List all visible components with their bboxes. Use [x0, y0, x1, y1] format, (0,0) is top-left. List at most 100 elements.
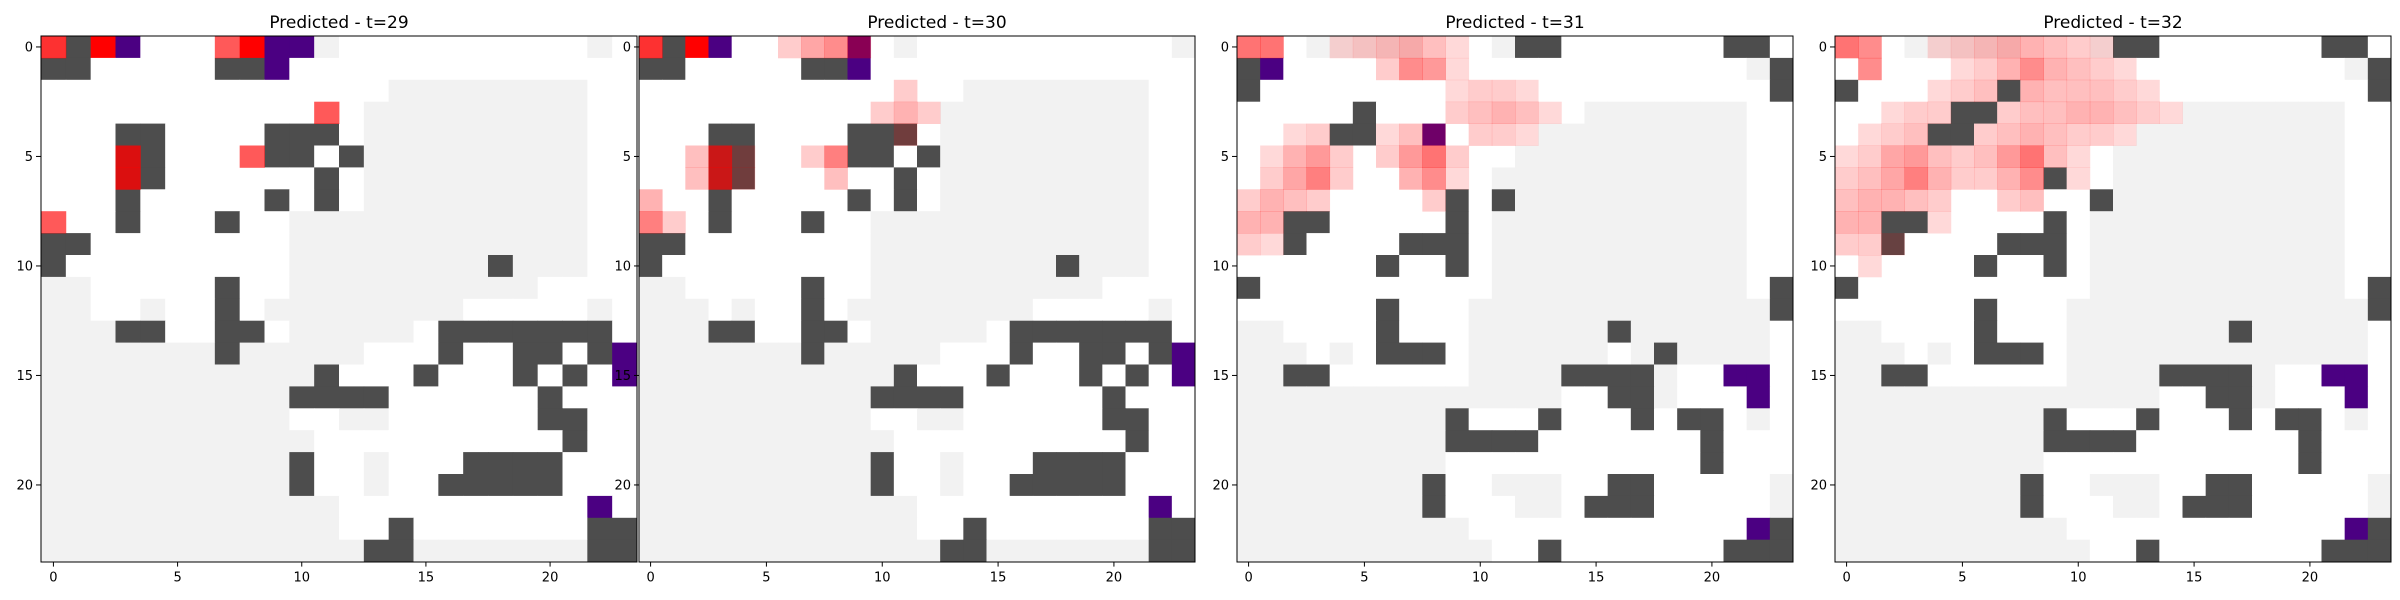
grid-cell — [1468, 167, 1493, 190]
grid-cell — [1125, 167, 1150, 190]
grid-cell — [708, 276, 733, 300]
grid-cell — [1677, 408, 1701, 431]
grid-cell — [685, 167, 709, 190]
grid-cell — [2252, 517, 2276, 541]
grid-cell — [90, 233, 116, 256]
grid-cell — [847, 452, 872, 475]
grid-cell — [190, 495, 216, 519]
grid-cell — [2205, 342, 2230, 365]
grid-cell — [90, 57, 116, 81]
grid-cell — [1468, 474, 1493, 497]
grid-cell — [537, 145, 563, 168]
grid-cell — [239, 364, 265, 387]
grid-cell — [2089, 211, 2114, 234]
grid-cell — [1974, 320, 1998, 343]
grid-cell — [239, 517, 265, 541]
grid-cell — [1237, 364, 1261, 387]
grid-cell — [824, 408, 848, 431]
grid-cell — [1769, 408, 1794, 431]
grid-cell — [685, 79, 709, 103]
plot-frame — [638, 35, 1196, 563]
grid-cell — [1102, 298, 1126, 322]
grid-cell — [1904, 57, 1929, 81]
prediction-cell — [847, 36, 872, 59]
prediction-cell — [214, 36, 241, 59]
grid-cell — [801, 298, 825, 322]
grid-cell — [1997, 474, 2021, 497]
grid-cell — [339, 430, 365, 453]
grid-cell — [1654, 255, 1678, 278]
grid-cell — [1927, 36, 1952, 59]
prediction-cell — [2066, 167, 2091, 190]
grid-cell — [165, 145, 191, 168]
grid-cell — [339, 474, 365, 497]
grid-cell — [917, 474, 941, 497]
grid-cell — [1835, 276, 1859, 300]
grid-cell — [2066, 430, 2091, 453]
grid-cell — [2252, 452, 2276, 475]
grid-cell — [1283, 123, 1307, 146]
grid-cell — [190, 408, 216, 431]
grid-cell — [2205, 320, 2230, 343]
grid-cell — [2136, 255, 2160, 278]
grid-cell — [1079, 167, 1103, 190]
grid-cell — [870, 189, 895, 212]
grid-cell — [90, 276, 116, 300]
grid-cell — [2136, 189, 2160, 212]
grid-cell — [140, 430, 166, 453]
grid-cell — [1746, 539, 1771, 562]
grid-cell — [2367, 495, 2392, 519]
grid-cell — [778, 36, 802, 59]
grid-cell — [1881, 123, 1905, 146]
heatmap-cells — [639, 36, 1196, 562]
grid-cell — [2344, 408, 2369, 431]
prediction-cell — [1237, 233, 1261, 256]
grid-cell — [2043, 298, 2068, 322]
grid-cell — [1515, 430, 1539, 453]
grid-cell — [1148, 167, 1173, 190]
grid-cell — [662, 320, 686, 343]
grid-cell — [1584, 276, 1609, 300]
grid-cell — [801, 452, 825, 475]
grid-cell — [1515, 36, 1539, 59]
grid-cell — [1283, 145, 1307, 168]
prediction-cell — [239, 145, 265, 168]
grid-cell — [2275, 495, 2299, 519]
grid-cell — [1950, 430, 1975, 453]
grid-cell — [2228, 145, 2253, 168]
prediction-cell — [2066, 36, 2091, 59]
grid-cell — [778, 276, 802, 300]
grid-cell — [1677, 167, 1701, 190]
grid-cell — [1950, 36, 1975, 59]
grid-cell — [438, 101, 464, 124]
grid-cell — [165, 298, 191, 322]
grid-cell — [562, 211, 588, 234]
x-tick-label: 5 — [173, 571, 181, 586]
grid-cell — [824, 233, 848, 256]
grid-cell — [2182, 255, 2207, 278]
grid-cell — [1079, 386, 1103, 409]
grid-cell — [562, 123, 588, 146]
grid-cell — [1561, 36, 1585, 59]
prediction-cell — [2020, 145, 2044, 168]
grid-cell — [1445, 539, 1470, 562]
grid-cell — [1677, 517, 1701, 541]
grid-cell — [140, 167, 166, 190]
grid-cell — [1835, 101, 1859, 124]
grid-cell — [165, 167, 191, 190]
grid-cell — [1835, 57, 1859, 81]
grid-cell — [1399, 539, 1423, 562]
grid-cell — [2066, 364, 2091, 387]
grid-cell — [388, 430, 414, 453]
grid-cell — [2089, 452, 2114, 475]
grid-cell — [314, 517, 340, 541]
grid-cell — [1723, 298, 1748, 322]
grid-cell — [1515, 123, 1539, 146]
grid-cell — [685, 123, 709, 146]
prediction-cell — [2136, 79, 2160, 103]
grid-cell — [1056, 123, 1080, 146]
grid-cell — [2275, 123, 2299, 146]
grid-cell — [2089, 145, 2114, 168]
grid-cell — [986, 539, 1011, 562]
grid-cell — [1746, 364, 1771, 387]
